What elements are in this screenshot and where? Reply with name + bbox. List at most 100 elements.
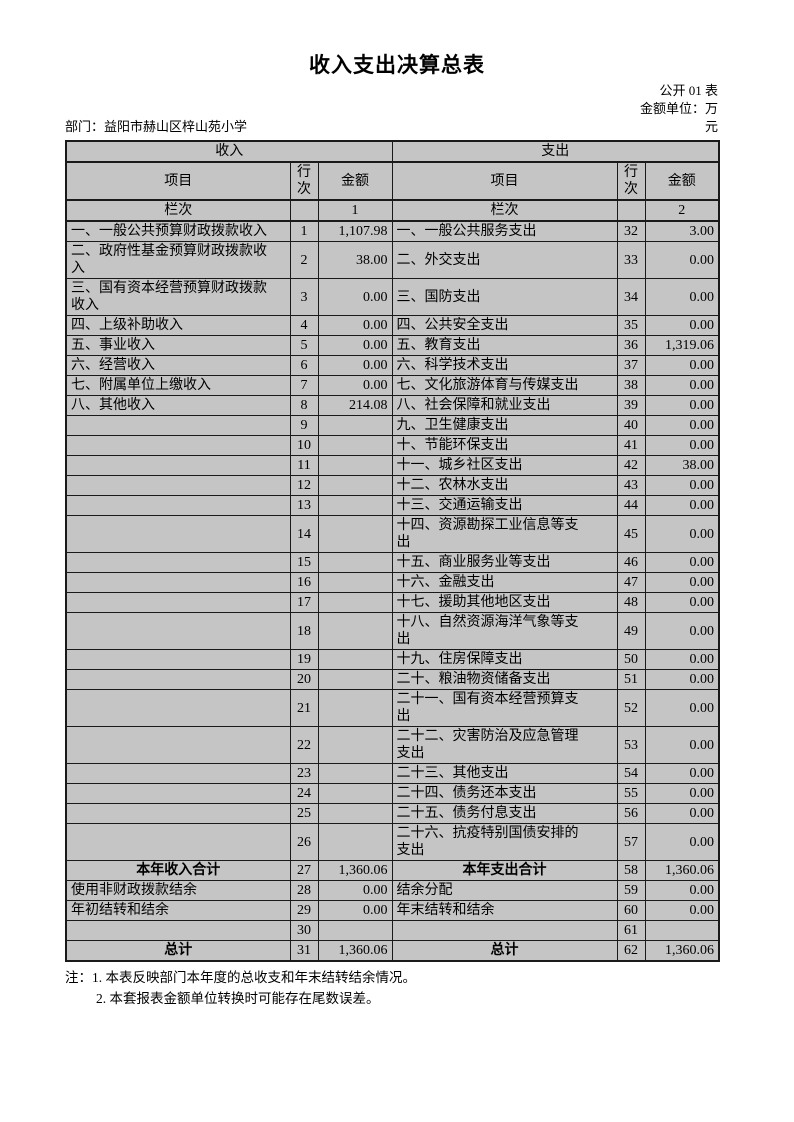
expense-rowno-cell: 33 <box>616 241 646 279</box>
expense-amount-cell: 0.00 <box>644 355 720 376</box>
expense-amount-cell: 0.00 <box>644 880 720 901</box>
header-meta-row: 部门：益阳市赫山区梓山苑小学 公开 01 表 金额单位：万 元 <box>65 82 718 136</box>
income-item-cell <box>65 763 291 784</box>
expense-rowno-cell: 38 <box>616 375 646 396</box>
income-item-cell: 六、经营收入 <box>65 355 291 376</box>
income-rowno-cell: 16 <box>289 572 319 593</box>
expense-rowno-cell: 58 <box>616 860 646 881</box>
income-rowno-cell: 17 <box>289 592 319 613</box>
table-row: 21 二十一、国有资本经营预算支 出 52 0.00 <box>65 689 720 727</box>
column-index-row: 栏次 1 栏次 2 <box>65 199 720 222</box>
expense-rowno-cell: 43 <box>616 475 646 496</box>
income-amount-cell: 214.08 <box>317 395 393 416</box>
expense-item-cell: 二十、粮油物资储备支出 <box>391 669 618 690</box>
expense-item-cell: 二、外交支出 <box>391 241 618 279</box>
footnote-2-text: 2. 本套报表金额单位转换时可能存在尾数误差。 <box>96 991 380 1006</box>
expense-item-cell: 二十二、灾害防治及应急管理 支出 <box>391 726 618 764</box>
income-rowno-cell: 19 <box>289 649 319 670</box>
amount-unit-label-wrap: 元 <box>704 119 718 134</box>
income-amount-cell: 0.00 <box>317 900 393 921</box>
income-rowno-cell: 25 <box>289 803 319 824</box>
income-rowno-cell: 8 <box>289 395 319 416</box>
expense-rowno-cell: 52 <box>616 689 646 727</box>
expense-rowno-cell: 61 <box>616 920 646 941</box>
table-row: 18 十八、自然资源海洋气象等支 出 49 0.00 <box>65 612 720 650</box>
table-row: 14 十四、资源勘探工业信息等支 出 45 0.00 <box>65 515 720 553</box>
income-item-cell <box>65 552 291 573</box>
expense-rowno-cell: 46 <box>616 552 646 573</box>
expense-item-header: 项目 <box>391 161 618 201</box>
expense-amount-cell: 0.00 <box>644 763 720 784</box>
expense-amount-cell: 0.00 <box>644 900 720 921</box>
income-rowno-cell: 11 <box>289 455 319 476</box>
income-item-cell <box>65 455 291 476</box>
income-amount-cell: 0.00 <box>317 880 393 901</box>
income-rowno-cell: 9 <box>289 415 319 436</box>
expense-amount-cell: 0.00 <box>644 612 720 650</box>
expense-amount-cell: 0.00 <box>644 552 720 573</box>
expense-column-index: 2 <box>644 199 720 222</box>
income-rowno-cell: 13 <box>289 495 319 516</box>
expense-item-cell: 五、教育支出 <box>391 335 618 356</box>
income-amount-cell: 0.00 <box>317 278 393 316</box>
income-rowno-cell: 23 <box>289 763 319 784</box>
income-amount-cell <box>317 415 393 436</box>
income-item-cell: 总计 <box>65 940 291 962</box>
expense-rowno-cell: 60 <box>616 900 646 921</box>
income-amount-cell <box>317 763 393 784</box>
income-amount-cell <box>317 572 393 593</box>
expense-amount-cell: 1,319.06 <box>644 335 720 356</box>
expense-rowno-cell: 42 <box>616 455 646 476</box>
expense-amount-cell: 1,360.06 <box>644 860 720 881</box>
income-item-cell <box>65 920 291 941</box>
income-lanci-rowno <box>289 199 319 222</box>
income-item-cell: 五、事业收入 <box>65 335 291 356</box>
table-row: 22 二十二、灾害防治及应急管理 支出 53 0.00 <box>65 726 720 764</box>
income-item-cell: 本年收入合计 <box>65 860 291 881</box>
expense-amount-cell <box>644 920 720 941</box>
income-item-cell: 二、政府性基金预算财政拨款收 入 <box>65 241 291 279</box>
expense-amount-header: 金额 <box>644 161 720 201</box>
income-rowno-cell: 26 <box>289 823 319 861</box>
income-rowno-cell: 2 <box>289 241 319 279</box>
expense-item-cell: 二十五、债务付息支出 <box>391 803 618 824</box>
income-item-header: 项目 <box>65 161 291 201</box>
expense-item-cell: 十二、农林水支出 <box>391 475 618 496</box>
income-lanci-label: 栏次 <box>65 199 291 222</box>
expense-amount-cell: 1,360.06 <box>644 940 720 962</box>
expense-section-header: 支出 <box>391 140 720 163</box>
income-item-cell: 年初结转和结余 <box>65 900 291 921</box>
income-item-cell <box>65 783 291 804</box>
table-row: 四、上级补助收入 4 0.00 四、公共安全支出 35 0.00 <box>65 315 720 336</box>
expense-item-cell: 年末结转和结余 <box>391 900 618 921</box>
expense-item-cell: 二十四、债务还本支出 <box>391 783 618 804</box>
income-item-cell: 七、附属单位上缴收入 <box>65 375 291 396</box>
table-row: 三、国有资本经营预算财政拨款 收入 3 0.00 三、国防支出 34 0.00 <box>65 278 720 316</box>
expense-item-cell: 七、文化旅游体育与传媒支出 <box>391 375 618 396</box>
income-amount-cell <box>317 495 393 516</box>
income-item-cell <box>65 415 291 436</box>
expense-item-cell: 十四、资源勘探工业信息等支 出 <box>391 515 618 553</box>
income-item-cell <box>65 572 291 593</box>
expense-lanci-rowno <box>616 199 646 222</box>
expense-rowno-header: 行 次 <box>616 161 646 201</box>
expense-amount-cell: 0.00 <box>644 823 720 861</box>
expense-item-cell: 十六、金融支出 <box>391 572 618 593</box>
income-item-cell <box>65 803 291 824</box>
amount-unit-label: 金额单位：万 <box>639 101 718 116</box>
income-item-cell: 使用非财政拨款结余 <box>65 880 291 901</box>
expense-amount-cell: 3.00 <box>644 220 720 242</box>
income-amount-cell <box>317 515 393 553</box>
expense-item-cell: 六、科学技术支出 <box>391 355 618 376</box>
income-rowno-cell: 10 <box>289 435 319 456</box>
expense-item-cell: 二十一、国有资本经营预算支 出 <box>391 689 618 727</box>
income-rowno-cell: 4 <box>289 315 319 336</box>
income-amount-cell <box>317 455 393 476</box>
income-amount-cell <box>317 783 393 804</box>
income-amount-cell: 0.00 <box>317 315 393 336</box>
expense-item-cell: 十三、交通运输支出 <box>391 495 618 516</box>
expense-rowno-cell: 47 <box>616 572 646 593</box>
expense-item-cell: 本年支出合计 <box>391 860 618 881</box>
income-rowno-header: 行 次 <box>289 161 319 201</box>
income-rowno-cell: 28 <box>289 880 319 901</box>
